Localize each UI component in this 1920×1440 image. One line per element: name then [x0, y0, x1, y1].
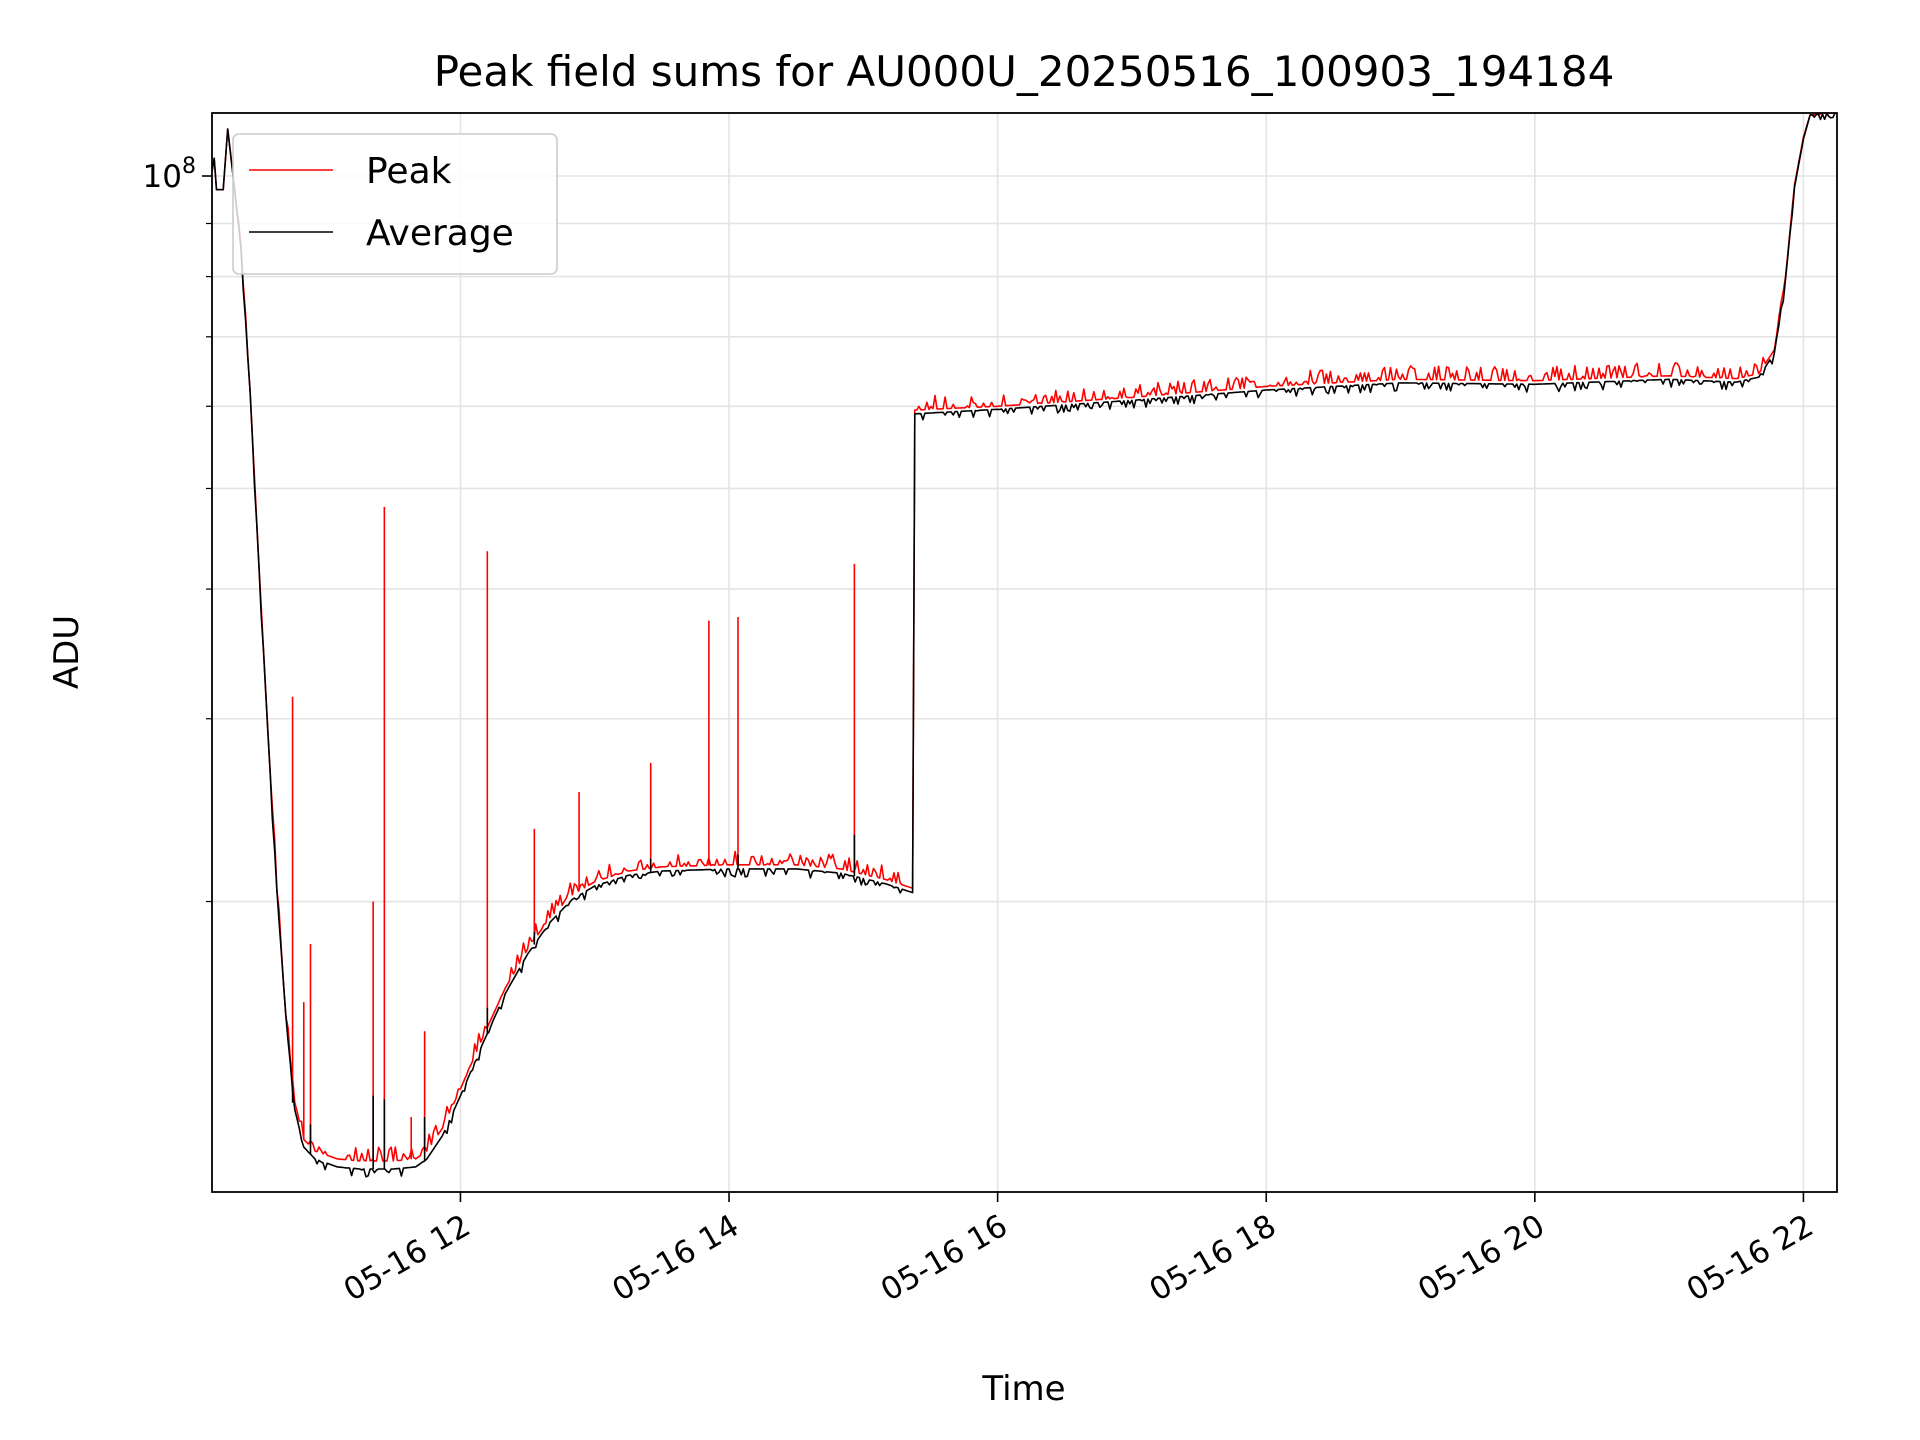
y-tick-label: 108 — [143, 154, 196, 195]
legend: Peak Average — [232, 133, 558, 275]
chart-title: Peak field sums for AU000U_20250516_1009… — [434, 47, 1615, 96]
legend-label-average: Average — [366, 213, 514, 254]
plot-area — [212, 113, 1837, 1178]
plot-frame — [211, 112, 1838, 1193]
series-layer — [212, 113, 1837, 1178]
legend-box — [232, 133, 558, 275]
legend-label-peak: Peak — [366, 151, 452, 192]
series-line-average — [212, 113, 1837, 1178]
y-axis-label: ADU — [47, 615, 87, 689]
x-axis-label: Time — [981, 1369, 1065, 1409]
series-line-peak — [212, 113, 1837, 1162]
grid — [212, 113, 1837, 1192]
